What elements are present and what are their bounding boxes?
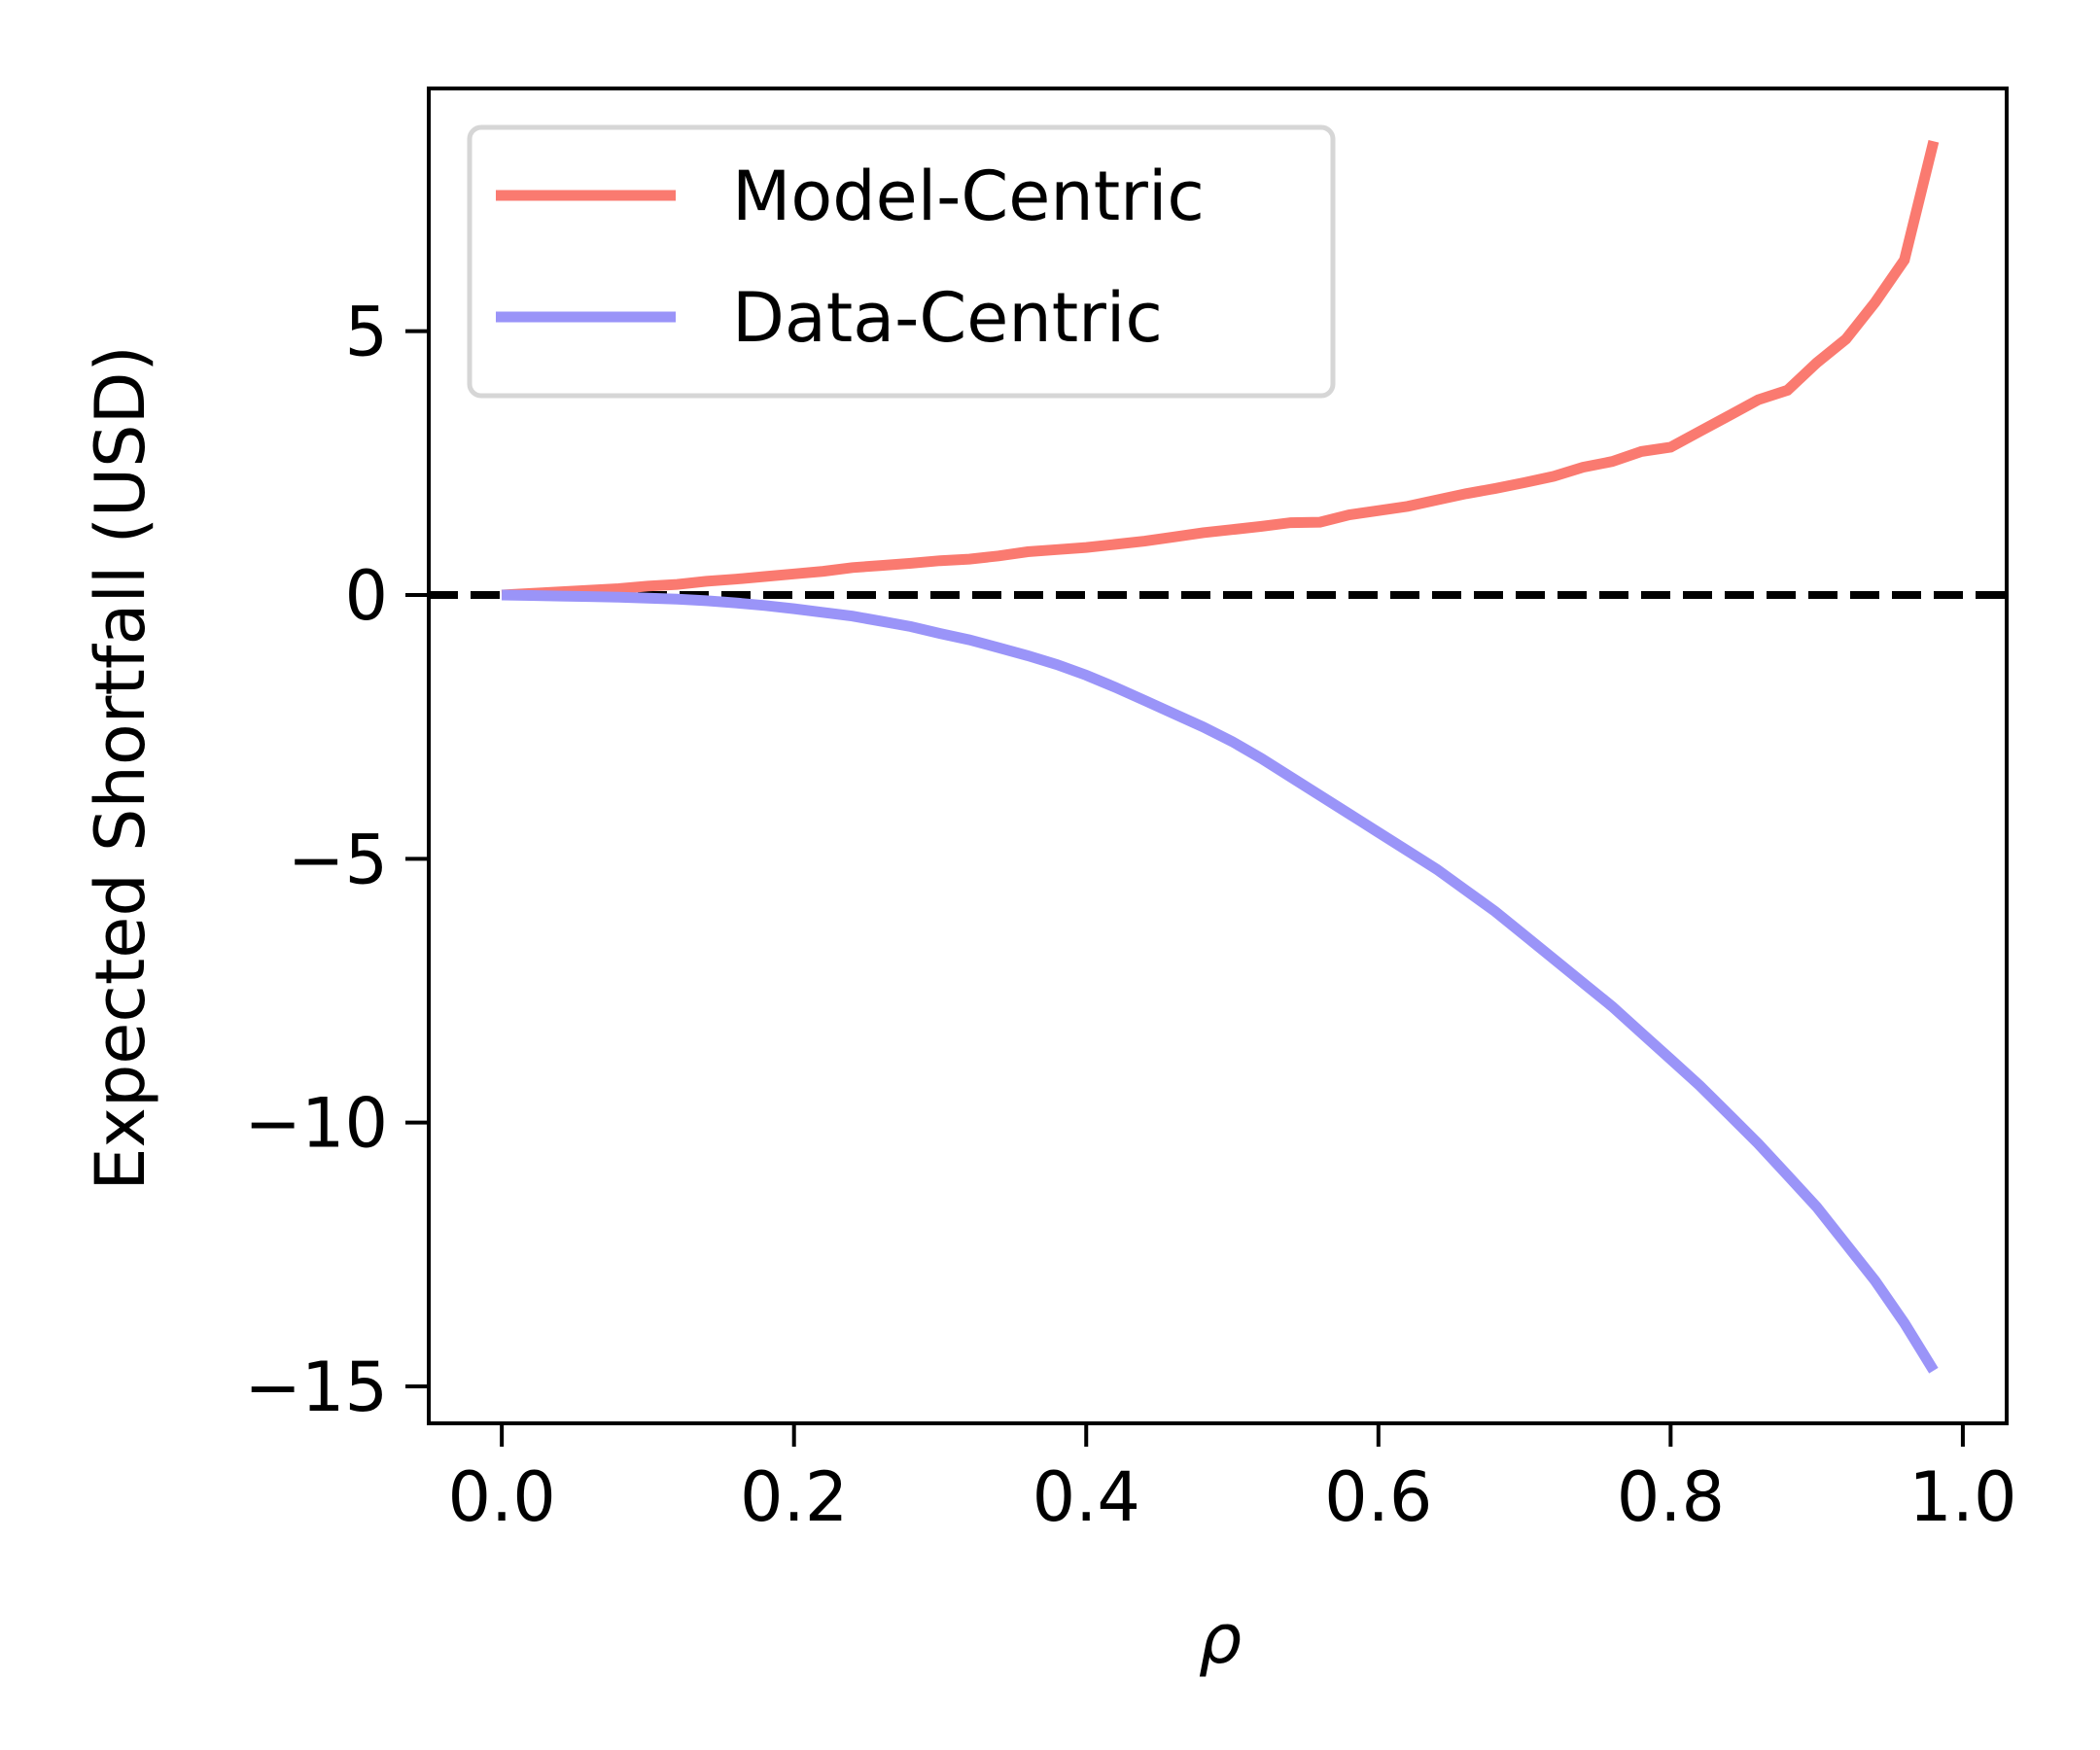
y-axis-title: Expected Shortfall (USD)	[81, 345, 160, 1191]
legend: Model-Centric Data-Centric	[467, 124, 1336, 399]
y-tick-label: −15	[244, 1348, 388, 1427]
y-tick-label: 5	[344, 293, 388, 372]
legend-box	[467, 124, 1336, 399]
y-tick-label: −5	[288, 820, 388, 899]
series-line-data-centric	[502, 589, 1939, 1374]
y-axis: 5 0 −5 −10 −15	[244, 293, 429, 1427]
x-axis: 0.0 0.2 0.4 0.6 0.8 1.0	[447, 1423, 2017, 1537]
x-axis-title: ρ	[1199, 1599, 1242, 1679]
legend-label-data-centric: Data-Centric	[732, 278, 1163, 358]
plot-clipped-group	[429, 139, 2007, 1374]
y-tick-label: 0	[344, 556, 388, 636]
legend-label-model-centric: Model-Centric	[732, 157, 1205, 236]
x-tick-label: 0.4	[1032, 1457, 1140, 1537]
x-tick-label: 0.0	[447, 1457, 555, 1537]
x-tick-label: 0.2	[740, 1457, 848, 1537]
x-tick-label: 0.8	[1617, 1457, 1725, 1537]
plot-frame	[427, 87, 2009, 1425]
series-line-model-centric	[501, 139, 1940, 601]
plot-area	[427, 87, 2009, 1425]
x-tick-label: 0.6	[1324, 1457, 1432, 1537]
y-tick-label: −10	[244, 1084, 388, 1164]
x-tick-label: 1.0	[1908, 1457, 2016, 1537]
